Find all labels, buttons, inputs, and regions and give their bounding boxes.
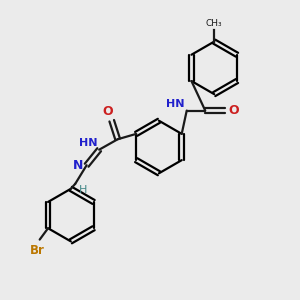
Text: HN: HN	[79, 138, 98, 148]
Text: H: H	[79, 185, 87, 195]
Text: Br: Br	[30, 244, 45, 257]
Text: HN: HN	[167, 99, 185, 109]
Text: N: N	[73, 159, 84, 172]
Text: O: O	[103, 105, 113, 118]
Text: O: O	[228, 104, 239, 117]
Text: CH₃: CH₃	[206, 19, 223, 28]
